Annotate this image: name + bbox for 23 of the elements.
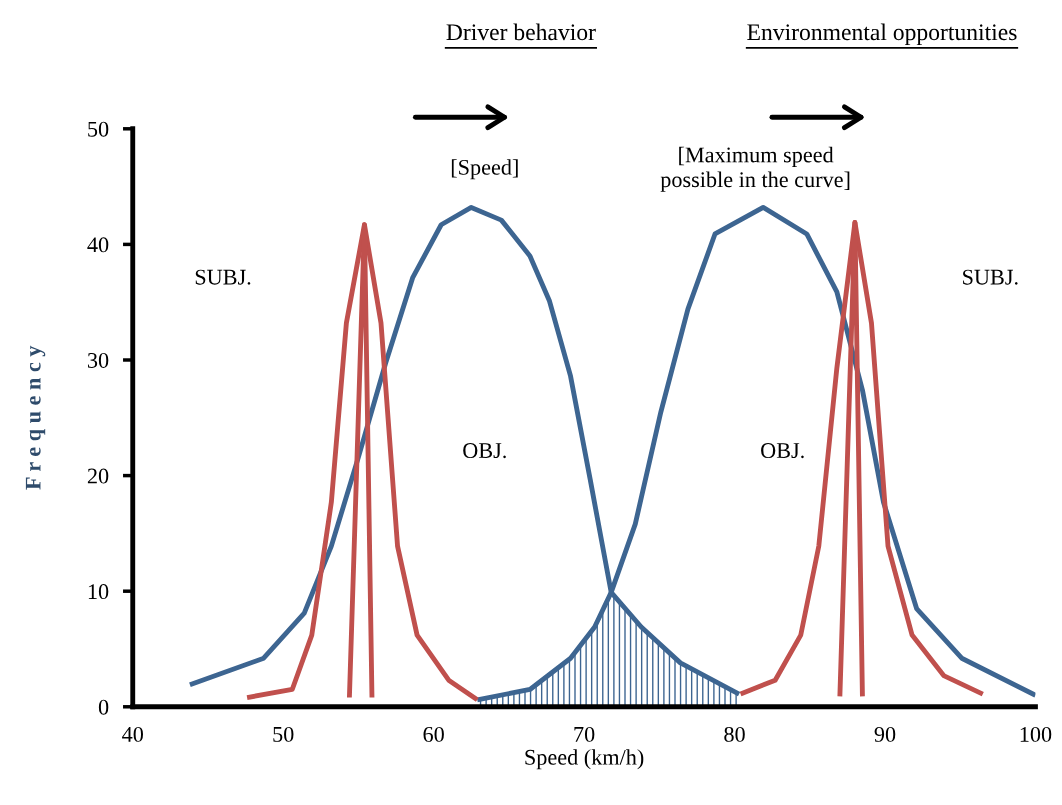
y-tick-label: 10 [88, 584, 109, 600]
y-axis-title: F r e q u e n c y [25, 345, 46, 490]
x-tick-label: 80 [724, 726, 745, 742]
x-tick-label: 90 [874, 726, 896, 742]
annotation: SUBJ. [963, 269, 1018, 285]
x-tick-label: 70 [574, 726, 595, 742]
x-tick-label: 60 [423, 726, 444, 742]
annotation: [Maximum speed possible in the curve] [660, 146, 850, 192]
x-tick-label: 40 [122, 726, 144, 742]
y-tick-label: 0 [98, 699, 109, 715]
y-tick-label: 30 [87, 352, 109, 368]
annotation: [Speed] [451, 159, 518, 180]
y-tick-label: 20 [87, 468, 109, 484]
text: Environmental opportunities [747, 23, 1017, 45]
annotation: OBJ. [463, 443, 506, 459]
x-tick-label: 50 [273, 726, 294, 742]
text: Driver behavior [446, 23, 596, 41]
annotation: SUBJ. [195, 269, 251, 285]
y-tick-label: 40 [87, 237, 109, 253]
y-tick-label: 50 [88, 121, 109, 137]
annotation: OBJ. [761, 443, 804, 459]
x-axis-title: Speed (km/h) [525, 749, 644, 770]
x-tick-label: 100 [1020, 726, 1052, 742]
